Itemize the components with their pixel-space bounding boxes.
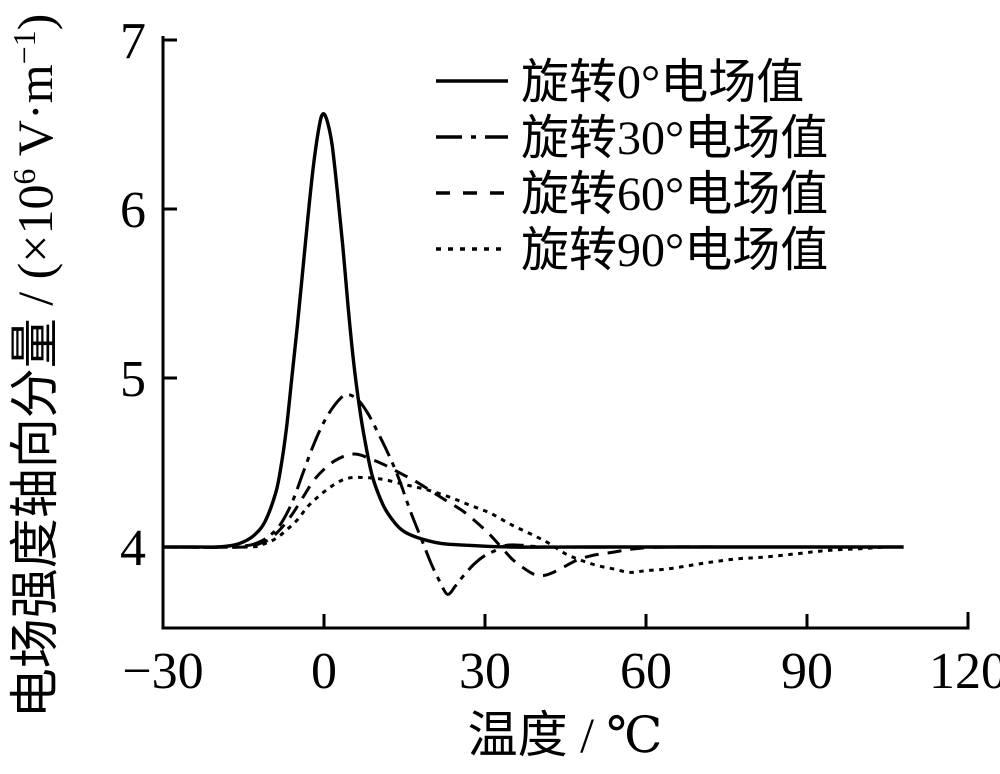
axis-spines	[161, 36, 970, 630]
legend-label: 旋转60°电场值	[521, 168, 828, 221]
legend-label: 旋转0°电场值	[521, 56, 804, 109]
x-tick-label: 90	[781, 643, 833, 700]
x-tick-label: −30	[122, 643, 203, 700]
y-axis-title-unit-exponent: −1	[6, 30, 42, 64]
x-tick-label: 30	[459, 643, 511, 700]
legend-item-1: 旋转30°电场值	[436, 112, 828, 165]
legend-label: 旋转30°电场值	[521, 112, 828, 165]
x-tick-label: 0	[311, 643, 337, 700]
y-axis-title: 电场强度轴向分量 / (×106 V·m−1)	[6, 14, 63, 719]
y-axis-title-main: 电场强度轴向分量 / (×10	[7, 185, 63, 719]
legend-item-3: 旋转90°电场值	[436, 224, 828, 277]
y-tick-label: 5	[120, 351, 146, 408]
y-axis-title-unit: V·m	[7, 64, 63, 168]
y-tick-label: 7	[120, 13, 146, 70]
legend-label: 旋转90°电场值	[521, 224, 828, 277]
legend-item-0: 旋转0°电场值	[436, 56, 804, 109]
x-axis-title: 温度 / ℃	[468, 707, 663, 763]
legend-item-2: 旋转60°电场值	[436, 168, 828, 221]
y-tick-label: 6	[120, 182, 146, 239]
x-tick-label: 60	[620, 643, 672, 700]
series-curve-dotted	[162, 475, 904, 574]
y-axis-ticks: 4 5 6 7	[120, 13, 177, 577]
y-tick-label: 4	[120, 520, 146, 577]
x-tick-label: 120	[929, 643, 1000, 700]
series-curves	[162, 112, 904, 596]
series-curve-solid	[163, 112, 904, 549]
y-axis-title-exponent: 6	[6, 169, 42, 185]
series-curve-dash-dot	[162, 393, 904, 596]
y-axis-title-close: )	[7, 14, 63, 31]
series-curve-dashed	[162, 452, 904, 578]
x-axis-ticks: −30 0 30 60 90 120	[122, 614, 1000, 700]
